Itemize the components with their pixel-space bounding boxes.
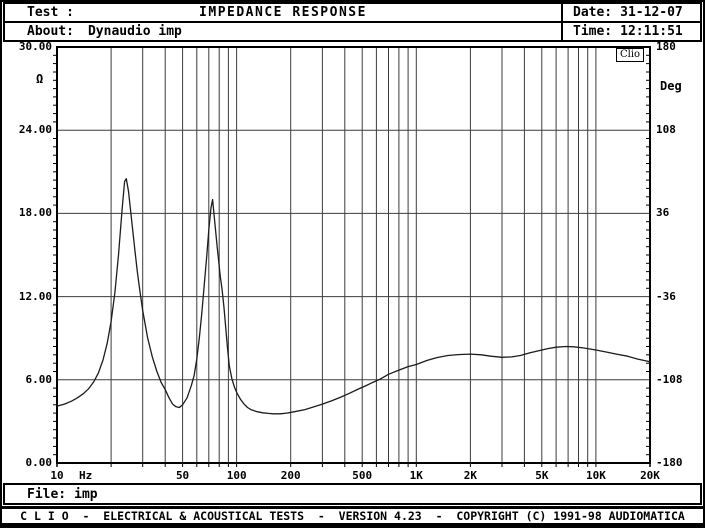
time-bar: Time: 12:11:51 xyxy=(561,21,702,42)
about-value[interactable]: Dynaudio imp xyxy=(87,23,182,39)
x-tick-label: 1K xyxy=(409,469,423,482)
y-right-tick-label: -36 xyxy=(656,289,676,303)
x-tick-label: 100 xyxy=(226,469,247,482)
about-bar: About: Dynaudio imp xyxy=(3,21,563,42)
date-value: 31-12-07 xyxy=(620,4,683,20)
clio-watermark: Clio xyxy=(616,48,645,62)
date-bar: Date: 31-12-07 xyxy=(561,2,702,23)
x-tick-label: 10 xyxy=(50,469,64,482)
page-title: IMPEDANCE RESPONSE xyxy=(199,4,367,20)
x-tick-label: 5K xyxy=(535,469,549,482)
x-tick-label: 20K xyxy=(640,469,660,482)
y-right-tick-label: 36 xyxy=(656,206,670,220)
y-left-tick-label: 6.00 xyxy=(25,372,53,386)
time-value: 12:11:51 xyxy=(620,23,683,39)
y-left-tick-label: 12.00 xyxy=(18,289,52,303)
credits-text: C L I O - ELECTRICAL & ACOUSTICAL TESTS … xyxy=(20,509,685,523)
test-title-bar: Test : IMPEDANCE RESPONSE xyxy=(3,2,563,23)
about-label: About: xyxy=(27,23,74,39)
x-tick-label: 2K xyxy=(463,469,477,482)
file-value[interactable]: imp xyxy=(74,486,98,502)
y-right-tick-label: 108 xyxy=(656,123,676,137)
ohm-unit-label: Ω xyxy=(36,72,44,86)
x-tick-label: 10K xyxy=(585,469,606,482)
plot-area xyxy=(53,46,651,467)
time-label: Time: xyxy=(573,23,613,39)
y-left-tick-label: 18.00 xyxy=(18,206,52,220)
y-left-tick-label: 30.00 xyxy=(18,40,52,53)
y-right-tick-label: -108 xyxy=(656,372,683,386)
deg-unit-label: Deg xyxy=(660,79,682,93)
test-label: Test : xyxy=(27,4,74,20)
y-left-tick-label: 0.00 xyxy=(25,456,53,469)
hz-unit-label: Hz xyxy=(79,469,93,482)
date-label: Date: xyxy=(573,4,613,20)
x-tick-label: 500 xyxy=(352,469,373,482)
file-bar: File: imp xyxy=(3,483,702,505)
footer-credits-bar: C L I O - ELECTRICAL & ACOUSTICAL TESTS … xyxy=(0,506,705,528)
y-right-tick-label: -180 xyxy=(656,456,683,469)
y-right-tick-label: 180 xyxy=(656,40,676,53)
impedance-chart: 30.00 24.00 18.00 12.00 6.00 0.00 180 108 36 -36… xyxy=(0,40,705,483)
x-tick-label: 50 xyxy=(175,469,190,482)
x-tick-label: 200 xyxy=(280,469,301,482)
file-label: File: xyxy=(27,486,67,502)
y-left-tick-label: 24.00 xyxy=(18,123,52,137)
